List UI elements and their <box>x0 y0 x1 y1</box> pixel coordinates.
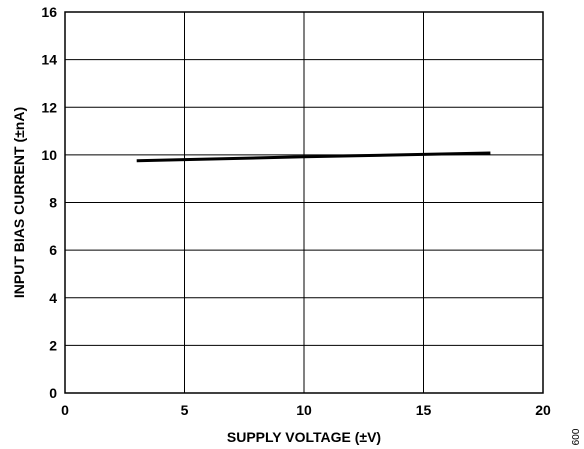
series-group <box>136 151 491 163</box>
y-tick-label: 14 <box>41 52 57 68</box>
y-tick-label: 2 <box>49 337 57 353</box>
y-axis-label: INPUT BIAS CURRENT (±nA) <box>11 107 27 298</box>
x-axis-label: SUPPLY VOLTAGE (±V) <box>227 429 381 445</box>
x-tick-label: 5 <box>181 402 189 418</box>
y-tick-label: 12 <box>41 99 57 115</box>
grid-lines <box>65 12 543 393</box>
y-tick-label: 10 <box>41 147 57 163</box>
y-tick-label: 4 <box>49 290 57 306</box>
series-line <box>136 151 491 163</box>
x-tick-label: 10 <box>296 402 312 418</box>
y-axis-ticks: 0 2 4 6 8 10 12 14 16 <box>41 4 57 401</box>
x-tick-label: 15 <box>416 402 432 418</box>
y-tick-label: 8 <box>49 195 57 211</box>
y-tick-label: 16 <box>41 4 57 20</box>
x-tick-label: 20 <box>535 402 551 418</box>
figure-id: 009 <box>569 429 580 446</box>
x-tick-label: 0 <box>61 402 69 418</box>
y-tick-label: 0 <box>49 385 57 401</box>
x-axis-ticks: 0 5 10 15 20 <box>61 402 551 418</box>
y-tick-label: 6 <box>49 242 57 258</box>
plot-frame <box>64 11 544 394</box>
